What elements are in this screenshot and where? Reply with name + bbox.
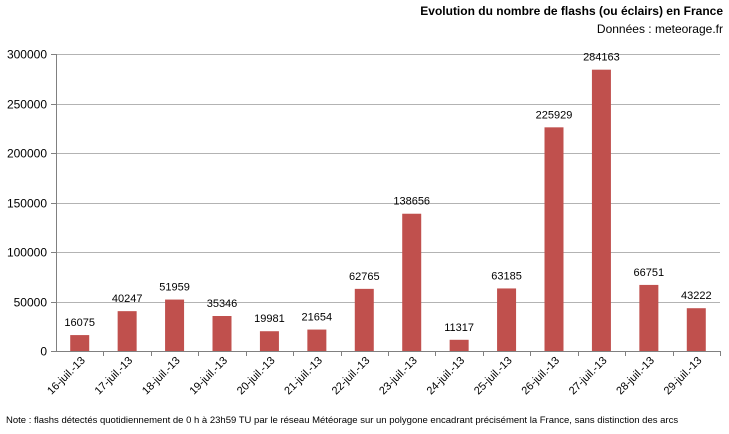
x-tick-label: 29-juil.-13 <box>662 355 705 398</box>
data-label: 284163 <box>583 52 620 64</box>
x-tick-label: 21-juil.-13 <box>282 355 325 398</box>
x-tick-label: 22-juil.-13 <box>330 355 373 398</box>
gridlines <box>56 55 720 303</box>
data-labels: 16075 40247 51959 35346 19981 21654 62765 13865… <box>64 52 711 334</box>
data-label: 16075 <box>64 317 95 329</box>
bar <box>639 285 658 351</box>
x-tick-label: 27-juil.-13 <box>567 355 610 398</box>
bar-chart: 0 50000 100000 150000 200000 250000 300000 16-… <box>0 0 729 434</box>
bar <box>307 330 326 351</box>
y-tick-label: 50000 <box>14 296 48 310</box>
data-label: 225929 <box>536 109 573 121</box>
data-label: 138656 <box>393 196 430 208</box>
x-axis-ticks: 16-juil.-13 17-juil.-13 18-juil.-13 19-juil… <box>45 355 704 398</box>
bar <box>213 316 232 351</box>
data-label: 11317 <box>444 322 474 334</box>
x-tick-label: 24-juil.-13 <box>425 355 468 398</box>
y-tick-label: 0 <box>40 345 47 359</box>
x-tick-label: 28-juil.-13 <box>614 355 657 398</box>
data-label: 21654 <box>302 312 333 324</box>
bar <box>260 331 279 351</box>
x-tick-label: 17-juil.-13 <box>93 355 136 398</box>
x-tick-label: 16-juil.-13 <box>45 355 88 398</box>
y-tick-label: 250000 <box>7 98 47 112</box>
x-tick-label: 26-juil.-13 <box>519 355 562 398</box>
data-label: 63185 <box>491 270 522 282</box>
data-label: 19981 <box>254 313 285 325</box>
y-tick-label: 200000 <box>7 147 47 161</box>
bar <box>118 311 137 351</box>
x-tick-label: 18-juil.-13 <box>140 355 183 398</box>
bar <box>70 335 89 351</box>
y-tick-label: 300000 <box>7 48 47 62</box>
axes <box>51 54 721 356</box>
x-tick-label: 20-juil.-13 <box>235 355 278 398</box>
data-label: 40247 <box>112 293 143 305</box>
data-label: 62765 <box>349 271 380 283</box>
bar <box>687 308 706 351</box>
data-label: 51959 <box>159 282 190 294</box>
bar <box>545 127 564 351</box>
data-label: 43222 <box>681 290 712 302</box>
bars <box>70 70 706 351</box>
bar <box>402 214 421 351</box>
y-tick-label: 100000 <box>7 246 47 260</box>
data-label: 66751 <box>634 267 665 279</box>
chart-note: Note : flashs détectés quotidiennement d… <box>6 415 678 426</box>
bar <box>497 288 516 351</box>
data-label: 35346 <box>207 298 238 310</box>
x-tick-label: 19-juil.-13 <box>187 355 230 398</box>
x-tick-label: 23-juil.-13 <box>377 355 420 398</box>
bar <box>592 70 611 351</box>
bar <box>355 289 374 351</box>
bar <box>450 340 469 351</box>
y-axis-ticks: 0 50000 100000 150000 200000 250000 300000 <box>7 48 47 359</box>
bar <box>165 300 184 351</box>
x-tick-label: 25-juil.-13 <box>472 355 515 398</box>
y-tick-label: 150000 <box>7 197 47 211</box>
